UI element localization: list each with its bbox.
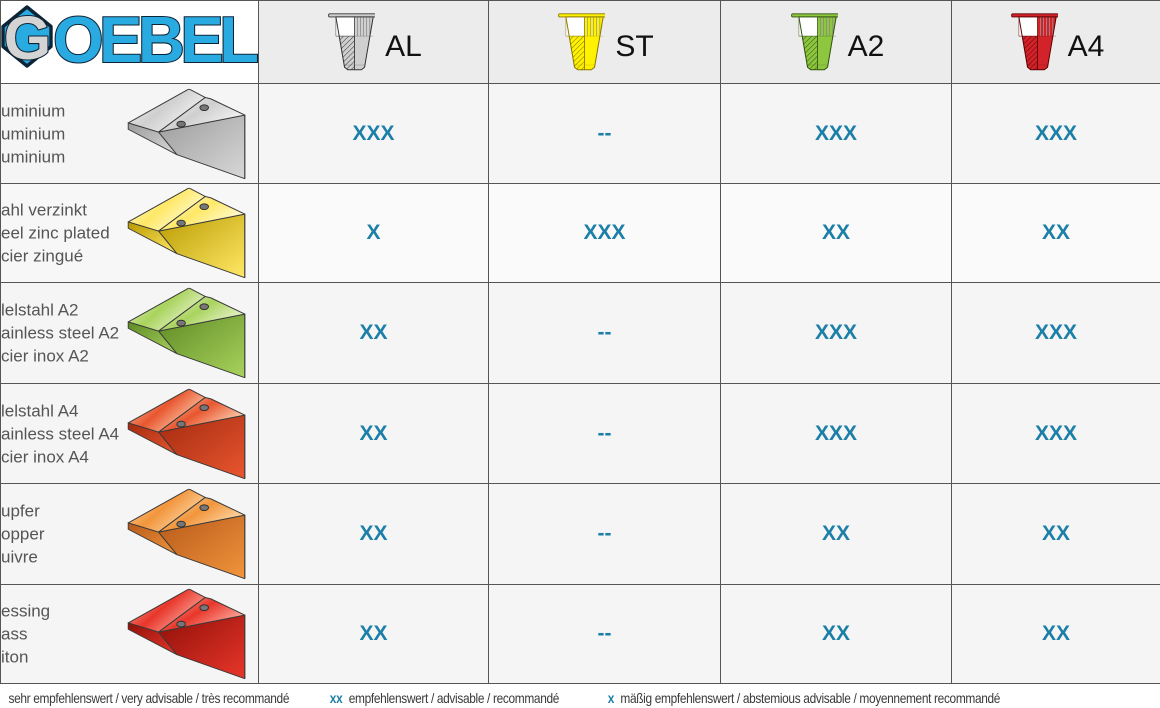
- svg-text:OEBEL: OEBEL: [53, 3, 257, 76]
- svg-text:G: G: [4, 4, 51, 72]
